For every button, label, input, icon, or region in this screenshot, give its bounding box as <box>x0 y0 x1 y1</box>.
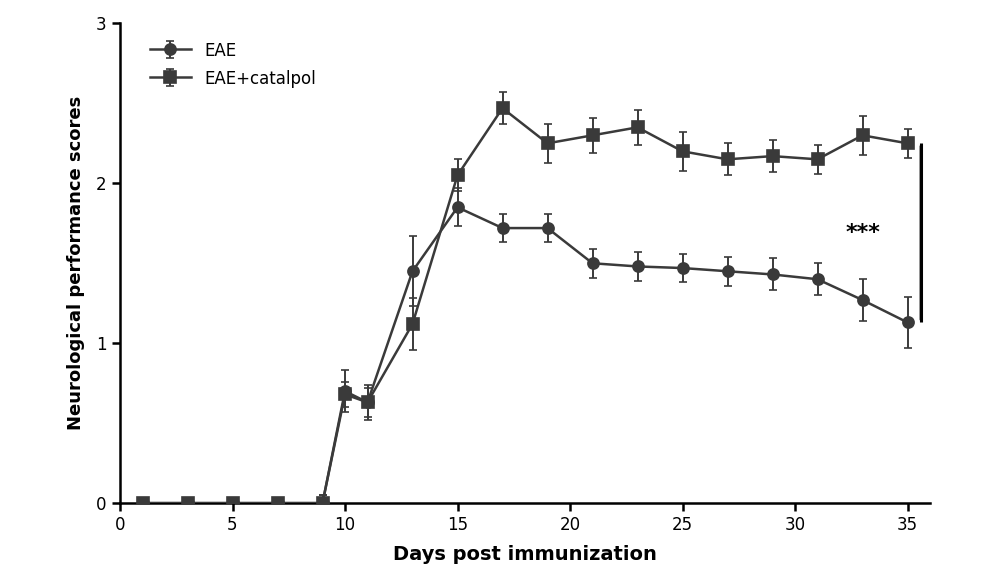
X-axis label: Days post immunization: Days post immunization <box>393 545 657 565</box>
Text: ***: *** <box>846 223 880 243</box>
Legend: EAE, EAE+catalpol: EAE, EAE+catalpol <box>145 36 321 92</box>
Y-axis label: Neurological performance scores: Neurological performance scores <box>67 96 85 431</box>
